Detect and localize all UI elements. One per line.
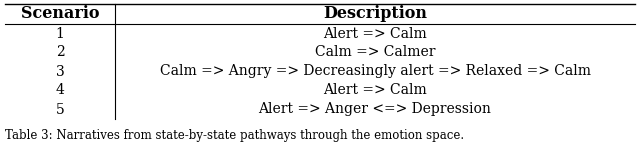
Text: 2: 2 [56, 45, 65, 60]
Text: Calm => Angry => Decreasingly alert => Relaxed => Calm: Calm => Angry => Decreasingly alert => R… [159, 64, 591, 79]
Text: Alert => Calm: Alert => Calm [323, 27, 427, 40]
Text: Calm => Calmer: Calm => Calmer [315, 45, 435, 60]
Text: Alert => Calm: Alert => Calm [323, 84, 427, 97]
Text: Scenario: Scenario [20, 5, 99, 23]
Text: 1: 1 [56, 27, 65, 40]
Text: 5: 5 [56, 103, 65, 116]
Text: Table 3: Narratives from state-by-state pathways through the emotion space.: Table 3: Narratives from state-by-state … [5, 129, 464, 142]
Text: 4: 4 [56, 84, 65, 97]
Text: 3: 3 [56, 64, 65, 79]
Text: Alert => Anger <=> Depression: Alert => Anger <=> Depression [259, 103, 492, 116]
Text: Description: Description [323, 5, 427, 23]
